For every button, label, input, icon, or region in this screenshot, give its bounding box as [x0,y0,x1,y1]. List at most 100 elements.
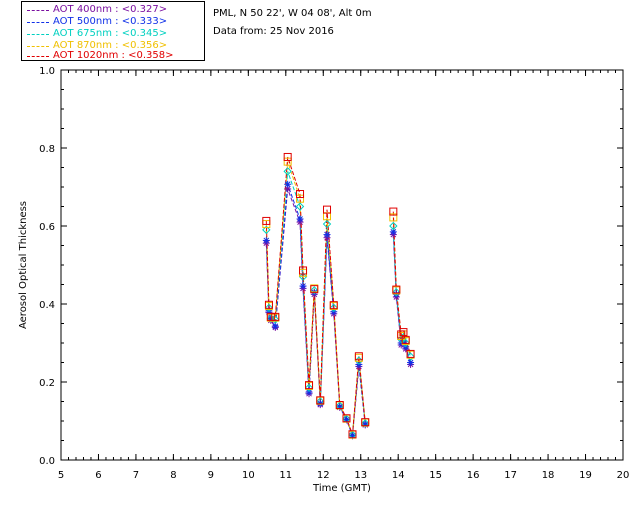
axes: 5 6 7 8 9 10 11 12 13 14 15 16 17 18 19 20 0.0 0.2 0.4 0.6 0… [39,66,629,481]
data-point-aot-675nm [322,219,332,229]
legend-item: AOT 400nm : <0.327> [22,4,206,16]
data-point-aot-675nm [392,288,401,297]
legend-item: AOT 870nm : <0.356> [22,40,206,52]
data-point-aot-1020nm [399,328,408,337]
data-point-aot-500nm [389,228,397,236]
data-point-aot-675nm [264,303,274,313]
legend-label-500nm: AOT 500nm : <0.333> [53,16,168,27]
legend-item: AOT 500nm : <0.333> [22,16,206,28]
x-tick-label: 15 [429,470,442,481]
legend-line-400nm [27,10,49,11]
legend-line-675nm [27,34,49,35]
series-line-aot-870nm [265,161,366,435]
data-point-aot-675nm [266,314,276,323]
x-tick-label: 9 [208,470,214,481]
data-point-aot-1020nm [305,381,314,390]
legend-label-870nm: AOT 870nm : <0.356> [53,40,168,51]
legend-item: AOT 675nm : <0.345> [22,28,206,40]
legend-line-500nm [27,22,49,23]
data-point-aot-675nm [283,167,292,176]
x-tick-label: 14 [392,470,405,481]
data-point-aot-500nm [407,359,415,366]
series-markers [262,152,415,440]
x-tick-label: 12 [317,470,330,481]
legend-label-675nm: AOT 675nm : <0.345> [53,28,168,39]
data-point-aot-1020nm [323,205,332,214]
data-point-aot-675nm [304,383,314,393]
series-lines [265,156,412,436]
data-point-aot-1020nm [262,216,271,225]
x-tick-label: 13 [354,470,367,481]
y-tick-label: 0.4 [39,300,55,311]
data-point-aot-1020nm [296,190,305,199]
legend-line-870nm [27,46,49,47]
y-tick-label: 0.8 [39,144,55,155]
data-point-aot-1020nm [354,352,363,361]
x-tick-label: 16 [467,470,480,481]
data-point-aot-675nm [361,419,370,428]
data-point-aot-870nm [283,157,292,166]
x-tick-label: 19 [579,470,592,481]
x-axis-label: Time (GMT) [312,483,371,494]
legend: AOT 400nm : <0.327> AOT 500nm : <0.333> … [21,1,205,61]
legend-label-400nm: AOT 400nm : <0.327> [53,4,168,15]
data-point-aot-675nm [329,303,338,313]
data-point-aot-1020nm [335,401,344,410]
data-point-aot-675nm [401,338,410,348]
data-date: Data from: 25 Nov 2016 [213,26,334,37]
y-axis-label: Aerosol Optical Thickness [18,201,29,329]
data-point-aot-675nm [389,221,398,231]
legend-line-1020nm [27,56,49,57]
y-tick-label: 0.2 [39,378,55,389]
data-point-aot-1020nm [392,285,401,294]
x-tick-label: 20 [617,470,630,481]
x-tick-label: 7 [133,470,139,481]
data-point-aot-675nm [310,286,319,295]
x-tick-label: 10 [242,470,255,481]
data-point-aot-500nm [284,180,292,188]
data-point-aot-1020nm [397,330,406,339]
series-line-aot-400nm [392,234,412,365]
data-point-aot-500nm [299,282,307,290]
x-tick-label: 11 [279,470,292,481]
data-point-aot-1020nm [348,430,357,439]
data-point-aot-870nm [389,213,398,222]
site-location: PML, N 50 22', W 04 08', Alt 0m [213,8,372,19]
legend-label-1020nm: AOT 1020nm : <0.358> [53,50,174,61]
data-point-aot-1020nm [266,312,275,321]
data-point-aot-1020nm [401,335,410,344]
data-point-aot-1020nm [389,207,398,216]
data-point-aot-675nm [262,225,271,235]
data-point-aot-675nm [316,397,325,406]
data-point-aot-1020nm [342,414,351,423]
data-point-aot-500nm [323,231,331,239]
data-point-aot-675nm [295,202,305,211]
data-point-aot-1020nm [329,301,338,310]
data-point-aot-1020nm [361,418,370,427]
series-line-aot-675nm [265,171,366,436]
data-point-aot-870nm [296,194,305,203]
data-point-aot-675nm [298,272,308,281]
data-point-aot-500nm [262,236,270,244]
y-tick-label: 0.6 [39,222,55,233]
x-tick-label: 18 [542,470,555,481]
x-tick-label: 8 [170,470,176,481]
data-point-aot-500nm [271,322,279,330]
data-point-aot-675nm [406,352,415,361]
x-tick-label: 17 [504,470,517,481]
data-point-aot-1020nm [316,396,325,405]
x-tick-label: 5 [58,470,64,481]
y-tick-label: 1.0 [39,66,55,77]
data-point-aot-1020nm [406,349,415,358]
data-point-aot-1020nm [299,266,308,275]
data-point-aot-675nm [271,315,280,324]
series-line-aot-1020nm [265,156,366,435]
data-point-aot-1020nm [283,152,292,161]
x-tick-label: 6 [95,470,101,481]
data-point-aot-1020nm [310,285,319,294]
data-point-aot-1020nm [271,312,280,321]
data-point-aot-500nm [296,215,304,223]
series-line-aot-500nm [265,184,366,436]
y-tick-label: 0.0 [39,456,55,467]
